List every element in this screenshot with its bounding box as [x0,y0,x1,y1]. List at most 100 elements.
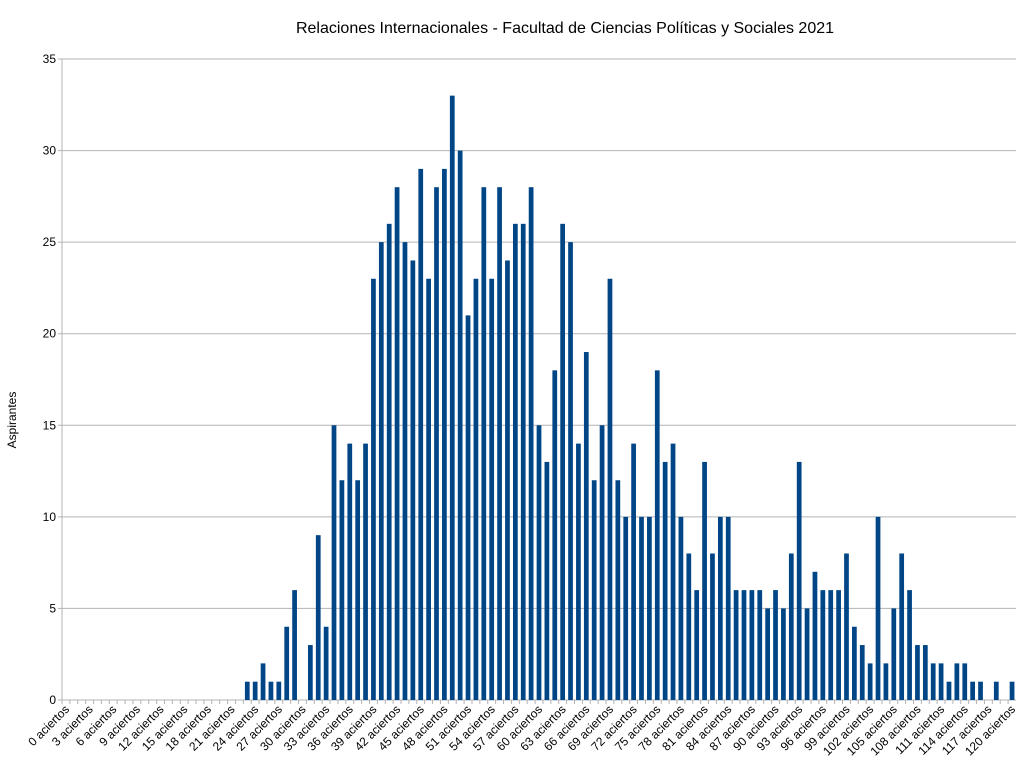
bar [867,663,873,700]
bar [331,425,337,700]
bar [891,608,897,700]
bar [733,590,739,700]
bar [875,516,881,700]
bar [607,278,613,700]
bar [828,590,834,700]
bar [899,553,905,700]
bar [922,645,928,700]
y-tick-label: 15 [43,418,57,432]
bar [844,553,849,700]
bar [915,645,920,700]
bar [639,516,644,700]
bar [260,663,266,700]
bar [1009,681,1015,700]
bar [276,681,282,700]
bar [796,461,802,700]
bar [323,626,329,700]
bar [394,187,400,700]
bar [993,681,999,700]
bar [528,187,534,700]
bar [591,480,597,700]
bar [244,681,250,700]
bar [812,571,818,700]
bar [662,461,668,700]
bar [292,590,297,700]
bar [536,425,542,700]
bar [268,681,274,700]
y-tick-label: 25 [43,235,57,249]
bar [781,608,786,700]
bar [725,516,731,700]
bar [599,425,605,700]
bar [623,516,629,700]
bar [583,352,589,700]
bar [386,223,392,701]
bar [284,626,290,700]
bar [970,681,976,700]
bar [631,443,636,700]
y-tick-label: 0 [49,693,56,707]
bar [930,663,936,700]
bar [883,663,889,700]
y-tick-label: 30 [43,144,57,158]
bar [457,150,463,701]
bar [686,553,692,700]
bar [757,590,763,700]
bar [347,443,353,700]
y-tick-label: 35 [43,52,57,66]
bar [371,278,376,700]
bar [434,187,439,700]
bar [568,242,573,700]
bar [512,223,518,701]
bar [378,242,384,700]
y-axis-label: Aspirantes [5,392,19,449]
bar [710,553,715,700]
bar [670,443,676,700]
bar [402,242,408,700]
bar [859,645,865,700]
bar [544,461,550,700]
bar [954,663,960,700]
bar [788,553,794,700]
y-tick-label: 10 [43,510,57,524]
bar [560,223,566,701]
bar [694,590,700,700]
bar [773,590,778,700]
bar [481,187,487,700]
bar [654,370,660,700]
bar [576,443,581,700]
bar [339,480,345,700]
bar [907,590,912,700]
bar [836,590,841,700]
bar [962,663,968,700]
bar [820,590,826,700]
bar [717,516,723,700]
bar [946,681,952,700]
bar [410,260,416,700]
y-tick-label: 20 [43,327,57,341]
bar [678,516,684,700]
bar [765,608,771,700]
bar [426,278,431,700]
bar [749,590,755,700]
bar [473,278,479,700]
chart-title: Relaciones Internacionales - Facultad de… [296,20,834,37]
bar [497,187,502,700]
bar [647,516,652,700]
bar [615,480,621,700]
bar [741,590,747,700]
bar [978,681,983,700]
bar [465,315,471,700]
bar [418,168,424,700]
bar [804,608,810,700]
y-tick-label: 5 [49,601,56,615]
bar [505,260,510,700]
bar [938,663,944,700]
bar [702,461,707,700]
bar [852,626,857,700]
bar [449,95,455,701]
bar [315,535,321,700]
bar [363,443,368,700]
bar [252,681,258,700]
bar [307,645,313,700]
